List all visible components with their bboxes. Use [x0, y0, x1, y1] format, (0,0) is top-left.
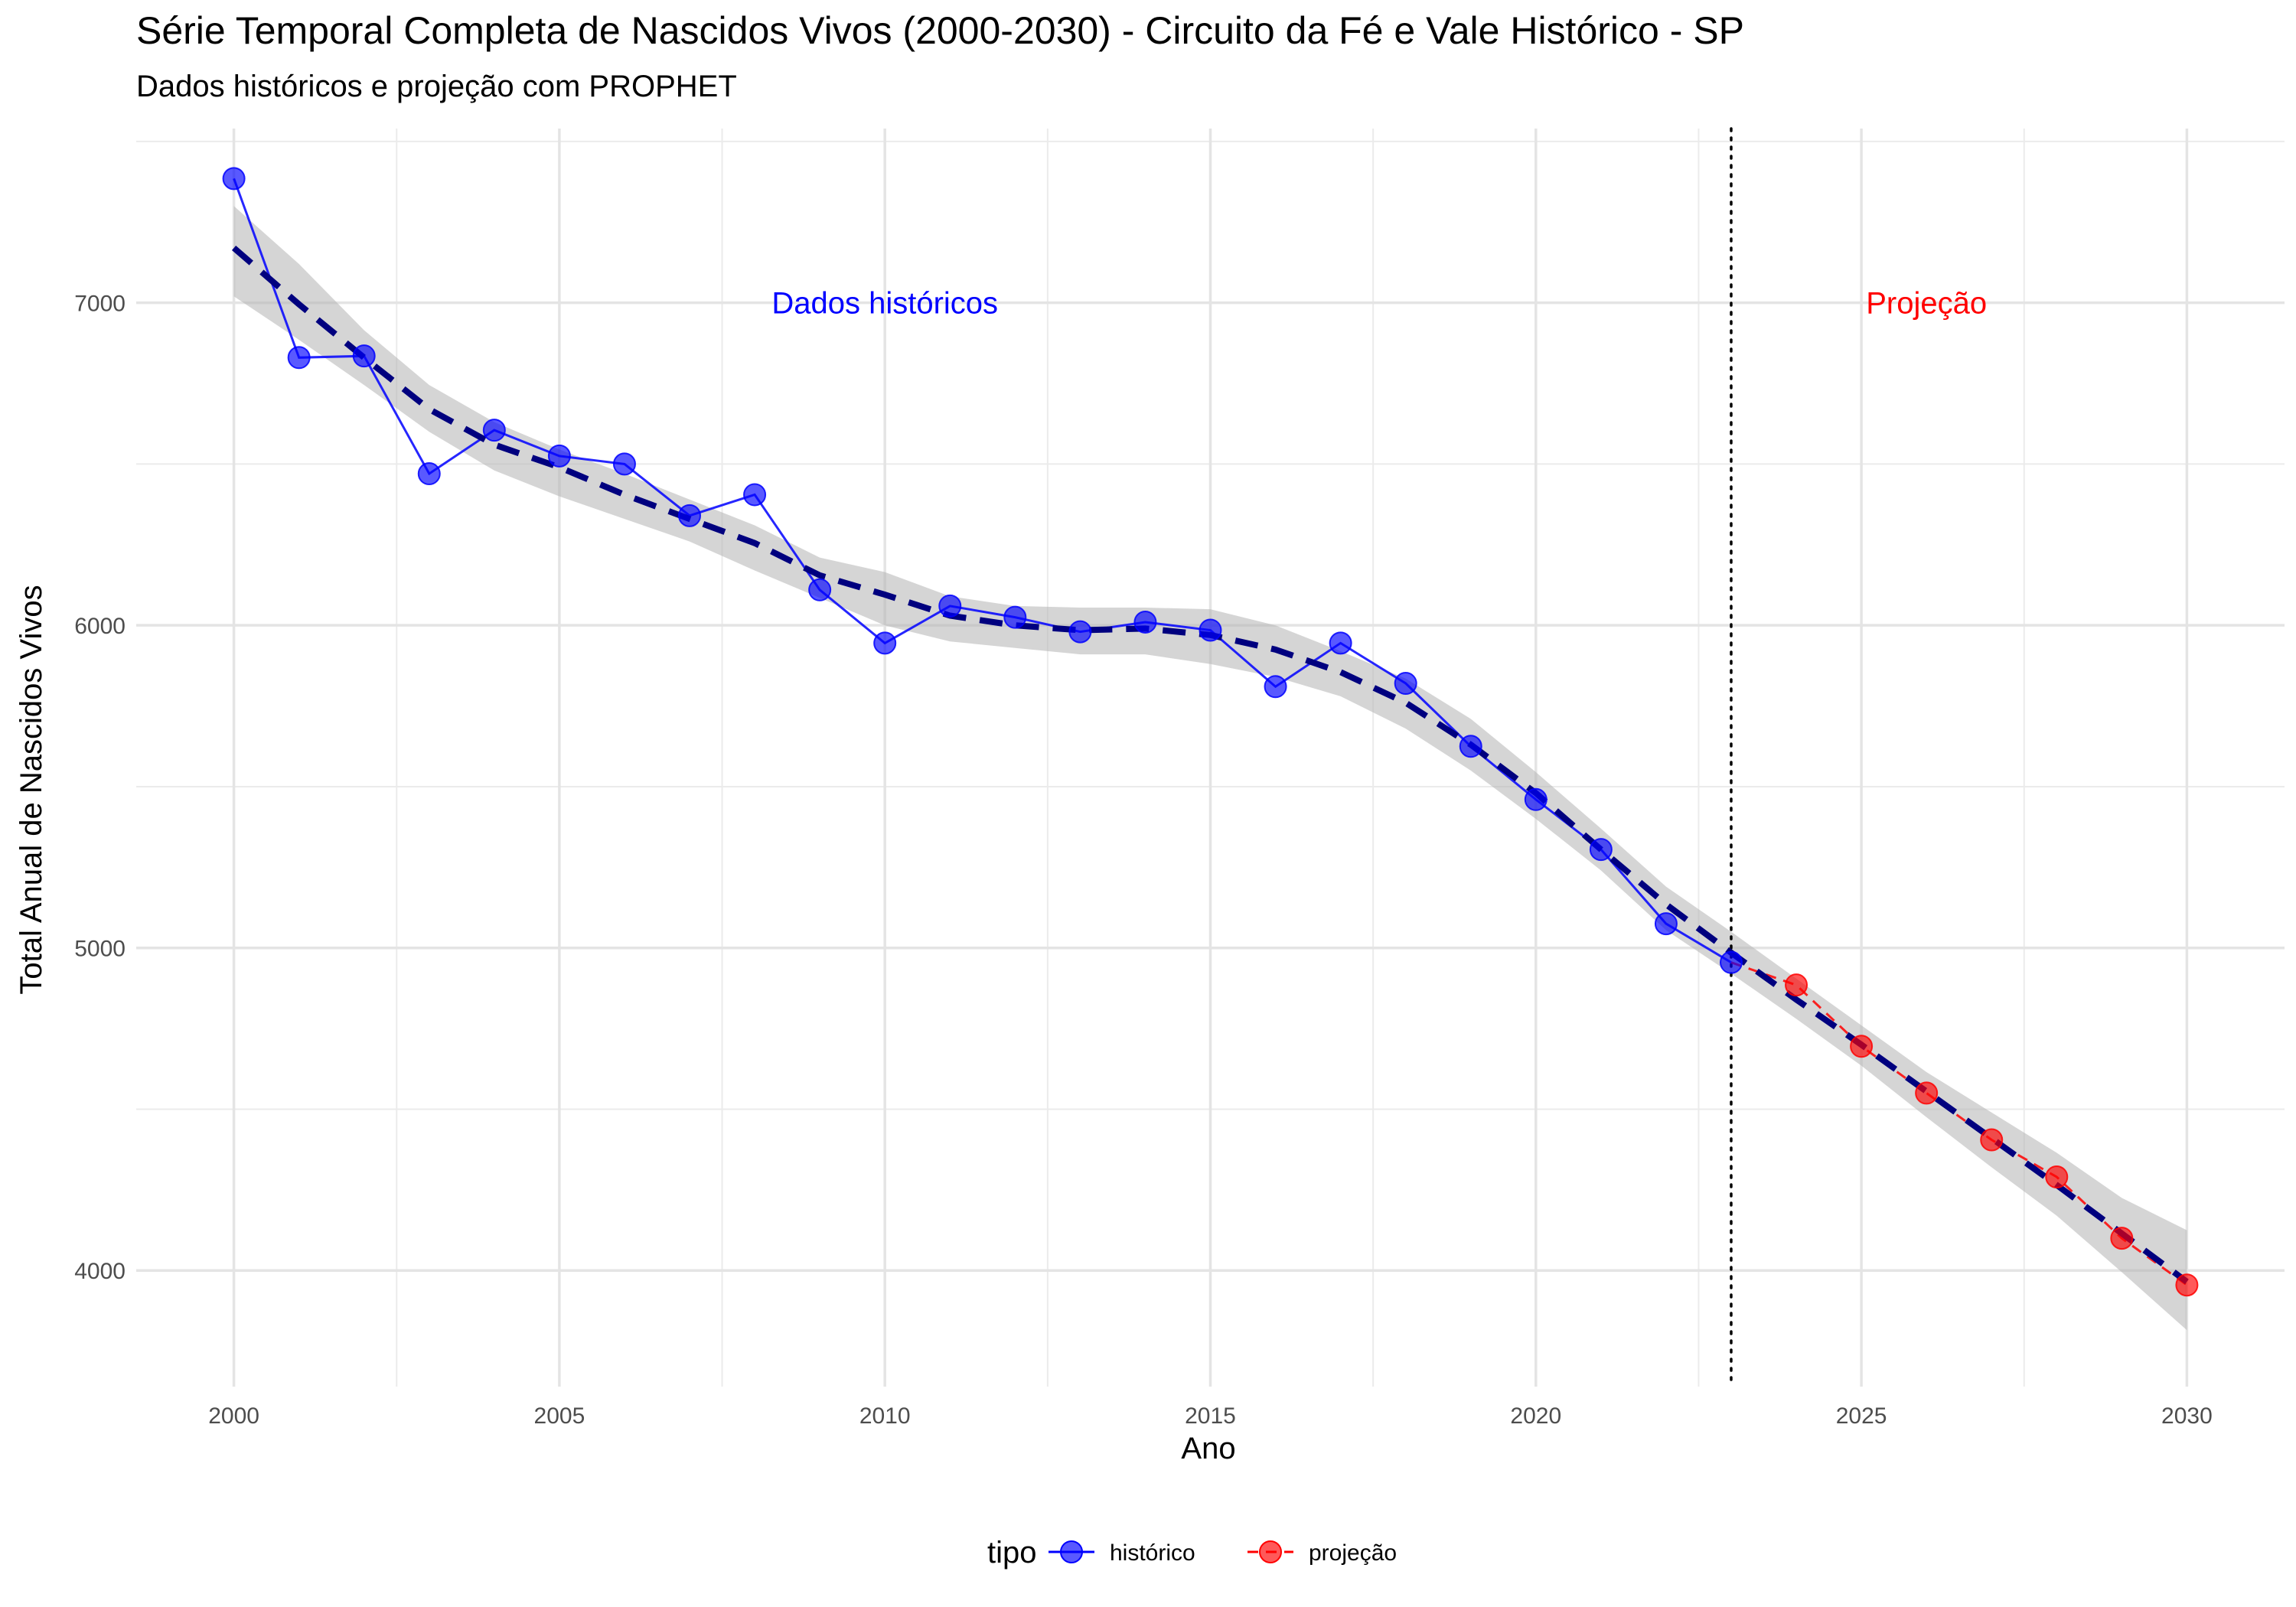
- data-point-2024: [1785, 973, 1808, 997]
- y-tick-label-5000: 5000: [74, 937, 126, 962]
- data-point-2015: [1199, 618, 1222, 642]
- data-point-2019: [1459, 735, 1482, 758]
- data-point-2018: [1394, 672, 1417, 696]
- chart-subtitle: Dados históricos e projeção com PROPHET: [136, 70, 737, 103]
- x-tick-label-2020: 2020: [1510, 1403, 1561, 1429]
- series-points: [222, 167, 2199, 1297]
- data-point-2012: [1003, 605, 1027, 629]
- grid-major: [136, 129, 2285, 1387]
- data-point-2008: [743, 483, 767, 507]
- data-point-2004: [482, 419, 506, 442]
- y-tick-label-6000: 6000: [74, 614, 126, 639]
- data-point-2030: [2175, 1273, 2199, 1297]
- data-point-2013: [1068, 620, 1092, 644]
- data-point-2021: [1589, 838, 1613, 862]
- legend-key-point-0: [1060, 1540, 1083, 1563]
- data-point-2002: [352, 344, 376, 368]
- data-point-2023: [1719, 950, 1743, 974]
- y-axis-ticks: 4000 5000 6000 7000: [74, 292, 126, 1285]
- data-point-2001: [287, 346, 311, 370]
- data-point-2028: [2045, 1165, 2069, 1188]
- annotations: Dados históricos Projeção: [771, 287, 1987, 321]
- annotation-0: Dados históricos: [771, 287, 998, 321]
- legend-title: tipo: [987, 1536, 1037, 1570]
- data-point-2020: [1524, 787, 1548, 811]
- x-tick-label-2000: 2000: [208, 1403, 259, 1429]
- y-axis-title: Total Anual de Nascidos Vivos: [15, 585, 48, 994]
- chart-title: Série Temporal Completa de Nascidos Vivo…: [136, 9, 1744, 52]
- x-axis-title: Ano: [1181, 1432, 1235, 1465]
- series-line-projecao: [1730, 961, 2188, 1286]
- data-point-2022: [1654, 912, 1678, 936]
- legend-key-point-1: [1259, 1540, 1282, 1563]
- data-point-2000: [222, 167, 246, 191]
- x-axis-ticks: 2000 2005 2010 2015 2020 2025 2030: [208, 1403, 2213, 1429]
- data-point-2025: [1850, 1035, 1874, 1058]
- y-tick-label-7000: 7000: [74, 292, 126, 317]
- legend-label-1: projeção: [1309, 1540, 1397, 1566]
- data-point-2009: [808, 578, 832, 601]
- data-point-2010: [873, 631, 897, 655]
- data-point-2029: [2110, 1227, 2134, 1250]
- data-point-2016: [1264, 675, 1287, 699]
- data-point-2014: [1133, 610, 1157, 634]
- legend-label-0: histórico: [1110, 1540, 1195, 1566]
- x-tick-label-2025: 2025: [1836, 1403, 1887, 1429]
- data-point-2017: [1329, 631, 1352, 655]
- x-tick-label-2005: 2005: [534, 1403, 585, 1429]
- data-point-2005: [547, 444, 571, 468]
- legend: tipo histórico projeção: [987, 1536, 1397, 1570]
- data-point-2026: [1915, 1081, 1939, 1105]
- annotation-1: Projeção: [1866, 287, 1987, 321]
- data-point-2007: [678, 504, 702, 527]
- y-tick-label-4000: 4000: [74, 1259, 126, 1284]
- x-tick-label-2030: 2030: [2161, 1403, 2213, 1429]
- x-tick-label-2015: 2015: [1185, 1403, 1236, 1429]
- data-point-2003: [417, 462, 441, 486]
- data-point-2006: [612, 452, 636, 476]
- data-point-2011: [938, 594, 962, 618]
- x-tick-label-2010: 2010: [859, 1403, 911, 1429]
- data-point-2027: [1980, 1128, 2004, 1152]
